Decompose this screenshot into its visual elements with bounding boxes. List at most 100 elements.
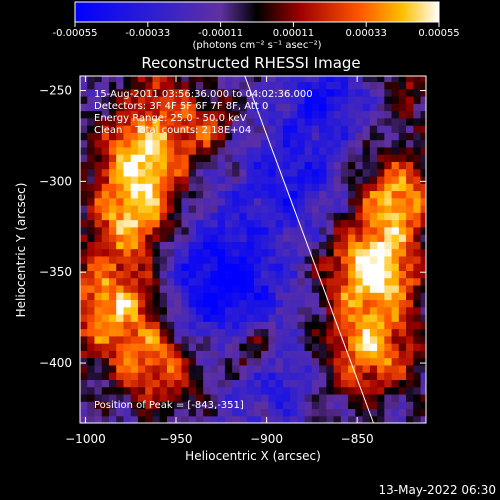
heatmap-cell xyxy=(94,263,103,271)
heatmap-cell xyxy=(319,248,327,257)
heatmap-cell xyxy=(398,393,407,402)
heatmap-cell xyxy=(391,313,400,322)
heatmap-cell xyxy=(297,117,306,126)
heatmap-cell xyxy=(348,313,356,322)
heatmap-cell xyxy=(282,270,291,279)
heatmap-cell xyxy=(377,161,385,170)
heatmap-cell xyxy=(297,241,306,250)
heatmap-cell xyxy=(420,277,426,286)
heatmap-cell xyxy=(326,306,335,315)
heatmap-cell xyxy=(268,241,277,250)
heatmap-cell xyxy=(224,255,233,264)
heatmap-cell xyxy=(137,190,146,199)
x-axis-label: Heliocentric X (arcsec) xyxy=(185,449,321,463)
heatmap-cell xyxy=(282,263,291,271)
heatmap-cell xyxy=(406,76,414,83)
heatmap-cell xyxy=(87,299,96,308)
heatmap-cell xyxy=(413,234,422,242)
heatmap-cell xyxy=(87,81,96,90)
heatmap-cell xyxy=(232,350,241,359)
heatmap-cell xyxy=(282,299,291,308)
heatmap-cell xyxy=(268,117,277,126)
heatmap-cell xyxy=(80,270,88,279)
heatmap-cell xyxy=(391,81,400,90)
heatmap-cell xyxy=(290,103,298,112)
heatmap-cell xyxy=(130,110,139,119)
heatmap-cell xyxy=(340,386,349,395)
heatmap-cell xyxy=(290,255,298,264)
heatmap-cell xyxy=(101,248,110,257)
heatmap-cell xyxy=(282,88,291,97)
heatmap-cell xyxy=(348,277,356,286)
heatmap-cell xyxy=(195,139,204,148)
heatmap-cell xyxy=(232,219,241,228)
heatmap-cell xyxy=(152,277,161,286)
heatmap-cell xyxy=(224,212,233,221)
heatmap-cell xyxy=(420,234,426,242)
heatmap-cell xyxy=(123,306,132,315)
heatmap-cell xyxy=(116,219,125,228)
heatmap-cell xyxy=(123,132,132,141)
heatmap-cell xyxy=(181,168,190,177)
heatmap-cell xyxy=(210,125,219,133)
heatmap-cell xyxy=(304,401,313,410)
heatmap-cell xyxy=(268,357,277,366)
heatmap-cell xyxy=(275,125,284,133)
heatmap-cell xyxy=(391,270,400,279)
heatmap-cell xyxy=(232,175,241,184)
heatmap-cell xyxy=(406,161,414,170)
heatmap-cell xyxy=(326,204,335,213)
heatmap-cell xyxy=(159,161,168,170)
heatmap-cell xyxy=(159,313,168,322)
heatmap-cell xyxy=(181,81,190,90)
heatmap-cell xyxy=(94,175,103,184)
heatmap-cell xyxy=(290,139,298,148)
heatmap-cell xyxy=(297,255,306,264)
heatmap-cell xyxy=(123,255,132,264)
heatmap-cell xyxy=(333,408,342,417)
heatmap-cell xyxy=(210,110,219,119)
heatmap-cell xyxy=(80,379,88,388)
heatmap-cell xyxy=(87,270,96,279)
heatmap-cell xyxy=(268,343,277,351)
heatmap-cell xyxy=(145,350,154,359)
heatmap-cell xyxy=(152,226,161,235)
heatmap-cell xyxy=(290,335,298,344)
heatmap-cell xyxy=(282,204,291,213)
heatmap-cell xyxy=(181,248,190,257)
heatmap-cell xyxy=(101,292,110,301)
heatmap-cell xyxy=(340,248,349,257)
heatmap-cell xyxy=(123,248,132,257)
heatmap-cell xyxy=(159,204,168,213)
heatmap-cell xyxy=(282,234,291,242)
heatmap-cell xyxy=(348,234,356,242)
heatmap-cell xyxy=(420,168,426,177)
heatmap-cell xyxy=(275,117,284,126)
heatmap-cell xyxy=(311,175,320,184)
heatmap-cell xyxy=(130,190,139,199)
heatmap-cell xyxy=(123,197,132,206)
heatmap-cell xyxy=(232,328,241,337)
heatmap-cell xyxy=(340,292,349,301)
heatmap-cell xyxy=(268,401,277,410)
heatmap-cell xyxy=(232,125,241,133)
heatmap-cell xyxy=(159,372,168,380)
heatmap-cell xyxy=(137,146,146,155)
heatmap-cell xyxy=(304,168,313,177)
heatmap-cell xyxy=(195,284,204,293)
heatmap-cell xyxy=(362,415,371,423)
heatmap-cell xyxy=(377,270,385,279)
heatmap-cell xyxy=(253,241,262,250)
heatmap-cell xyxy=(413,204,422,213)
heatmap-cell xyxy=(369,212,378,221)
heatmap-cell xyxy=(319,168,327,177)
heatmap-cell xyxy=(166,408,175,417)
heatmap-cell xyxy=(275,76,284,83)
heatmap-cell xyxy=(290,161,298,170)
heatmap-cell xyxy=(217,175,226,184)
heatmap-cell xyxy=(398,386,407,395)
heatmap-cell xyxy=(239,197,248,206)
heatmap-cell xyxy=(101,110,110,119)
heatmap-cell xyxy=(246,81,255,90)
heatmap-cell xyxy=(195,132,204,141)
